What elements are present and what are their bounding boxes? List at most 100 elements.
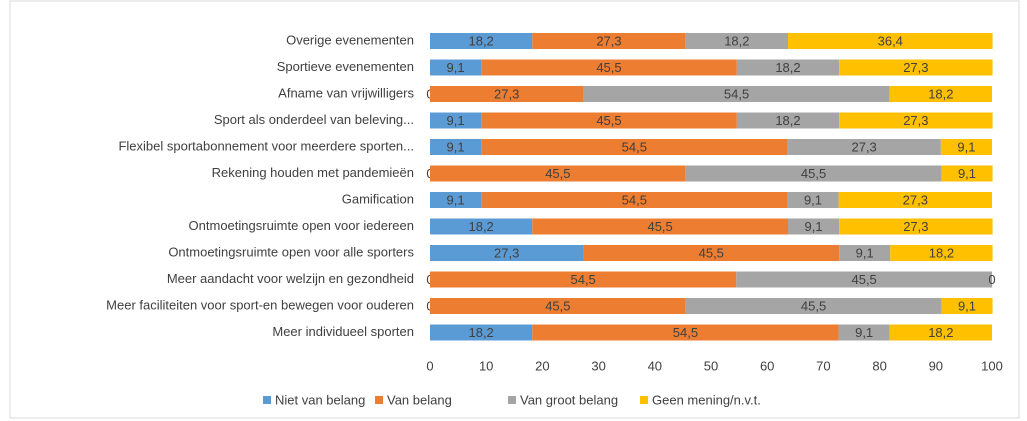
y-tick-label: Meer faciliteiten voor sport-en bewegen … [106, 297, 414, 312]
data-label: 18,2 [468, 325, 493, 340]
data-label: 45,5 [545, 166, 570, 181]
legend-swatch [375, 396, 383, 404]
data-label: 9,1 [856, 245, 874, 260]
data-label: 18,2 [468, 219, 493, 234]
y-tick-label: Ontmoetingsruimte open voor alle sporter… [168, 244, 414, 259]
bar-segment [430, 165, 686, 182]
bar-segment [481, 59, 737, 76]
data-label: 54,5 [724, 86, 749, 101]
data-label: 45,5 [801, 166, 826, 181]
data-label: 18,2 [724, 33, 749, 48]
data-label: 54,5 [622, 139, 647, 154]
x-tick-label: 30 [591, 358, 605, 373]
bar-segment [787, 192, 839, 208]
legend-label: Geen mening/n.v.t. [652, 392, 761, 407]
bar-segment [430, 112, 482, 129]
data-label: 9,1 [805, 219, 823, 234]
bar-segment [685, 33, 788, 49]
legend-label: Van groot belang [520, 392, 618, 407]
data-label: 27,3 [903, 113, 928, 128]
legend-label: Van belang [387, 392, 452, 407]
bar-segment [940, 139, 992, 155]
data-label: 45,5 [801, 298, 826, 313]
bar-segment [430, 298, 686, 314]
data-label: 45,5 [596, 60, 621, 75]
bar-segment [685, 165, 942, 182]
bar-segment [787, 33, 993, 49]
bar-segment [583, 86, 890, 102]
bar-segment [430, 86, 584, 102]
y-tick-label: Gamification [342, 191, 414, 206]
bar-segment [481, 192, 788, 208]
data-label: 18,2 [468, 33, 493, 48]
legend-label: Niet van belang [275, 392, 365, 407]
bar-segment [889, 86, 992, 102]
bar-segment [430, 245, 584, 261]
y-tick-label: Sport als onderdeel van beleving... [214, 112, 414, 127]
data-label: 18,2 [775, 60, 800, 75]
bar-segment [889, 324, 992, 341]
bar-segment [481, 139, 788, 155]
data-label: 54,5 [622, 192, 647, 207]
data-label: 27,3 [903, 192, 928, 207]
y-tick-label: Sportieve evenementen [277, 59, 414, 74]
bar-segment [787, 139, 941, 155]
data-label: 36,4 [878, 33, 903, 48]
data-label: 27,3 [596, 33, 621, 48]
data-label: 27,3 [851, 139, 876, 154]
data-label: 9,1 [447, 113, 465, 128]
bar-segment [839, 112, 993, 129]
x-tick-label: 60 [760, 358, 774, 373]
data-label: 45,5 [851, 272, 876, 287]
x-tick-label: 100 [981, 358, 1003, 373]
x-tick-label: 10 [479, 358, 493, 373]
bar-segment [838, 324, 890, 341]
y-tick-label: Meer aandacht voor welzijn en gezondheid [167, 271, 414, 286]
bar-segment [430, 139, 482, 155]
data-label: 18,2 [775, 113, 800, 128]
data-label: 27,3 [903, 219, 928, 234]
data-label: 9,1 [958, 166, 976, 181]
bar-segment [839, 245, 891, 261]
bar-segment [532, 218, 788, 235]
data-label: 9,1 [804, 192, 822, 207]
bar-segment [685, 298, 942, 314]
bar-segment [890, 245, 993, 261]
bar-segment [430, 192, 482, 208]
y-tick-label: Ontmoetingsruimte open voor iedereen [189, 218, 414, 233]
legend-swatch [640, 396, 648, 404]
bar-segment [941, 165, 993, 182]
x-tick-label: 50 [704, 358, 718, 373]
data-label: 45,5 [647, 219, 672, 234]
bar-segment [839, 218, 993, 235]
bar-segment [787, 218, 840, 235]
data-label: 27,3 [494, 245, 519, 260]
data-label: 27,3 [494, 86, 519, 101]
bar-segment [736, 59, 840, 76]
data-label: 45,5 [545, 298, 570, 313]
bar-segment [736, 271, 992, 288]
y-tick-label: Meer individueel sporten [272, 324, 414, 339]
data-label: 27,3 [903, 60, 928, 75]
bar-segment [430, 271, 737, 288]
data-label: 0 [988, 272, 995, 287]
y-tick-label: Rekening houden met pandemieën [212, 165, 414, 180]
x-tick-label: 20 [535, 358, 549, 373]
bar-segment [532, 33, 686, 49]
y-tick-label: Flexibel sportabonnement voor meerdere s… [118, 138, 414, 153]
bar-segment [941, 298, 993, 314]
x-tick-label: 80 [872, 358, 886, 373]
bar-segment [481, 112, 737, 129]
data-label: 18,2 [928, 86, 953, 101]
data-label: 54,5 [570, 272, 595, 287]
bar-segment [839, 59, 993, 76]
bar-segment [583, 245, 840, 261]
y-tick-label: Overige evenementen [286, 32, 414, 47]
data-label: 45,5 [699, 245, 724, 260]
data-label: 54,5 [673, 325, 698, 340]
bar-segment [838, 192, 992, 208]
data-label: 9,1 [447, 60, 465, 75]
y-tick-label: Afname van vrijwilligers [278, 85, 414, 100]
data-label: 9,1 [957, 139, 975, 154]
